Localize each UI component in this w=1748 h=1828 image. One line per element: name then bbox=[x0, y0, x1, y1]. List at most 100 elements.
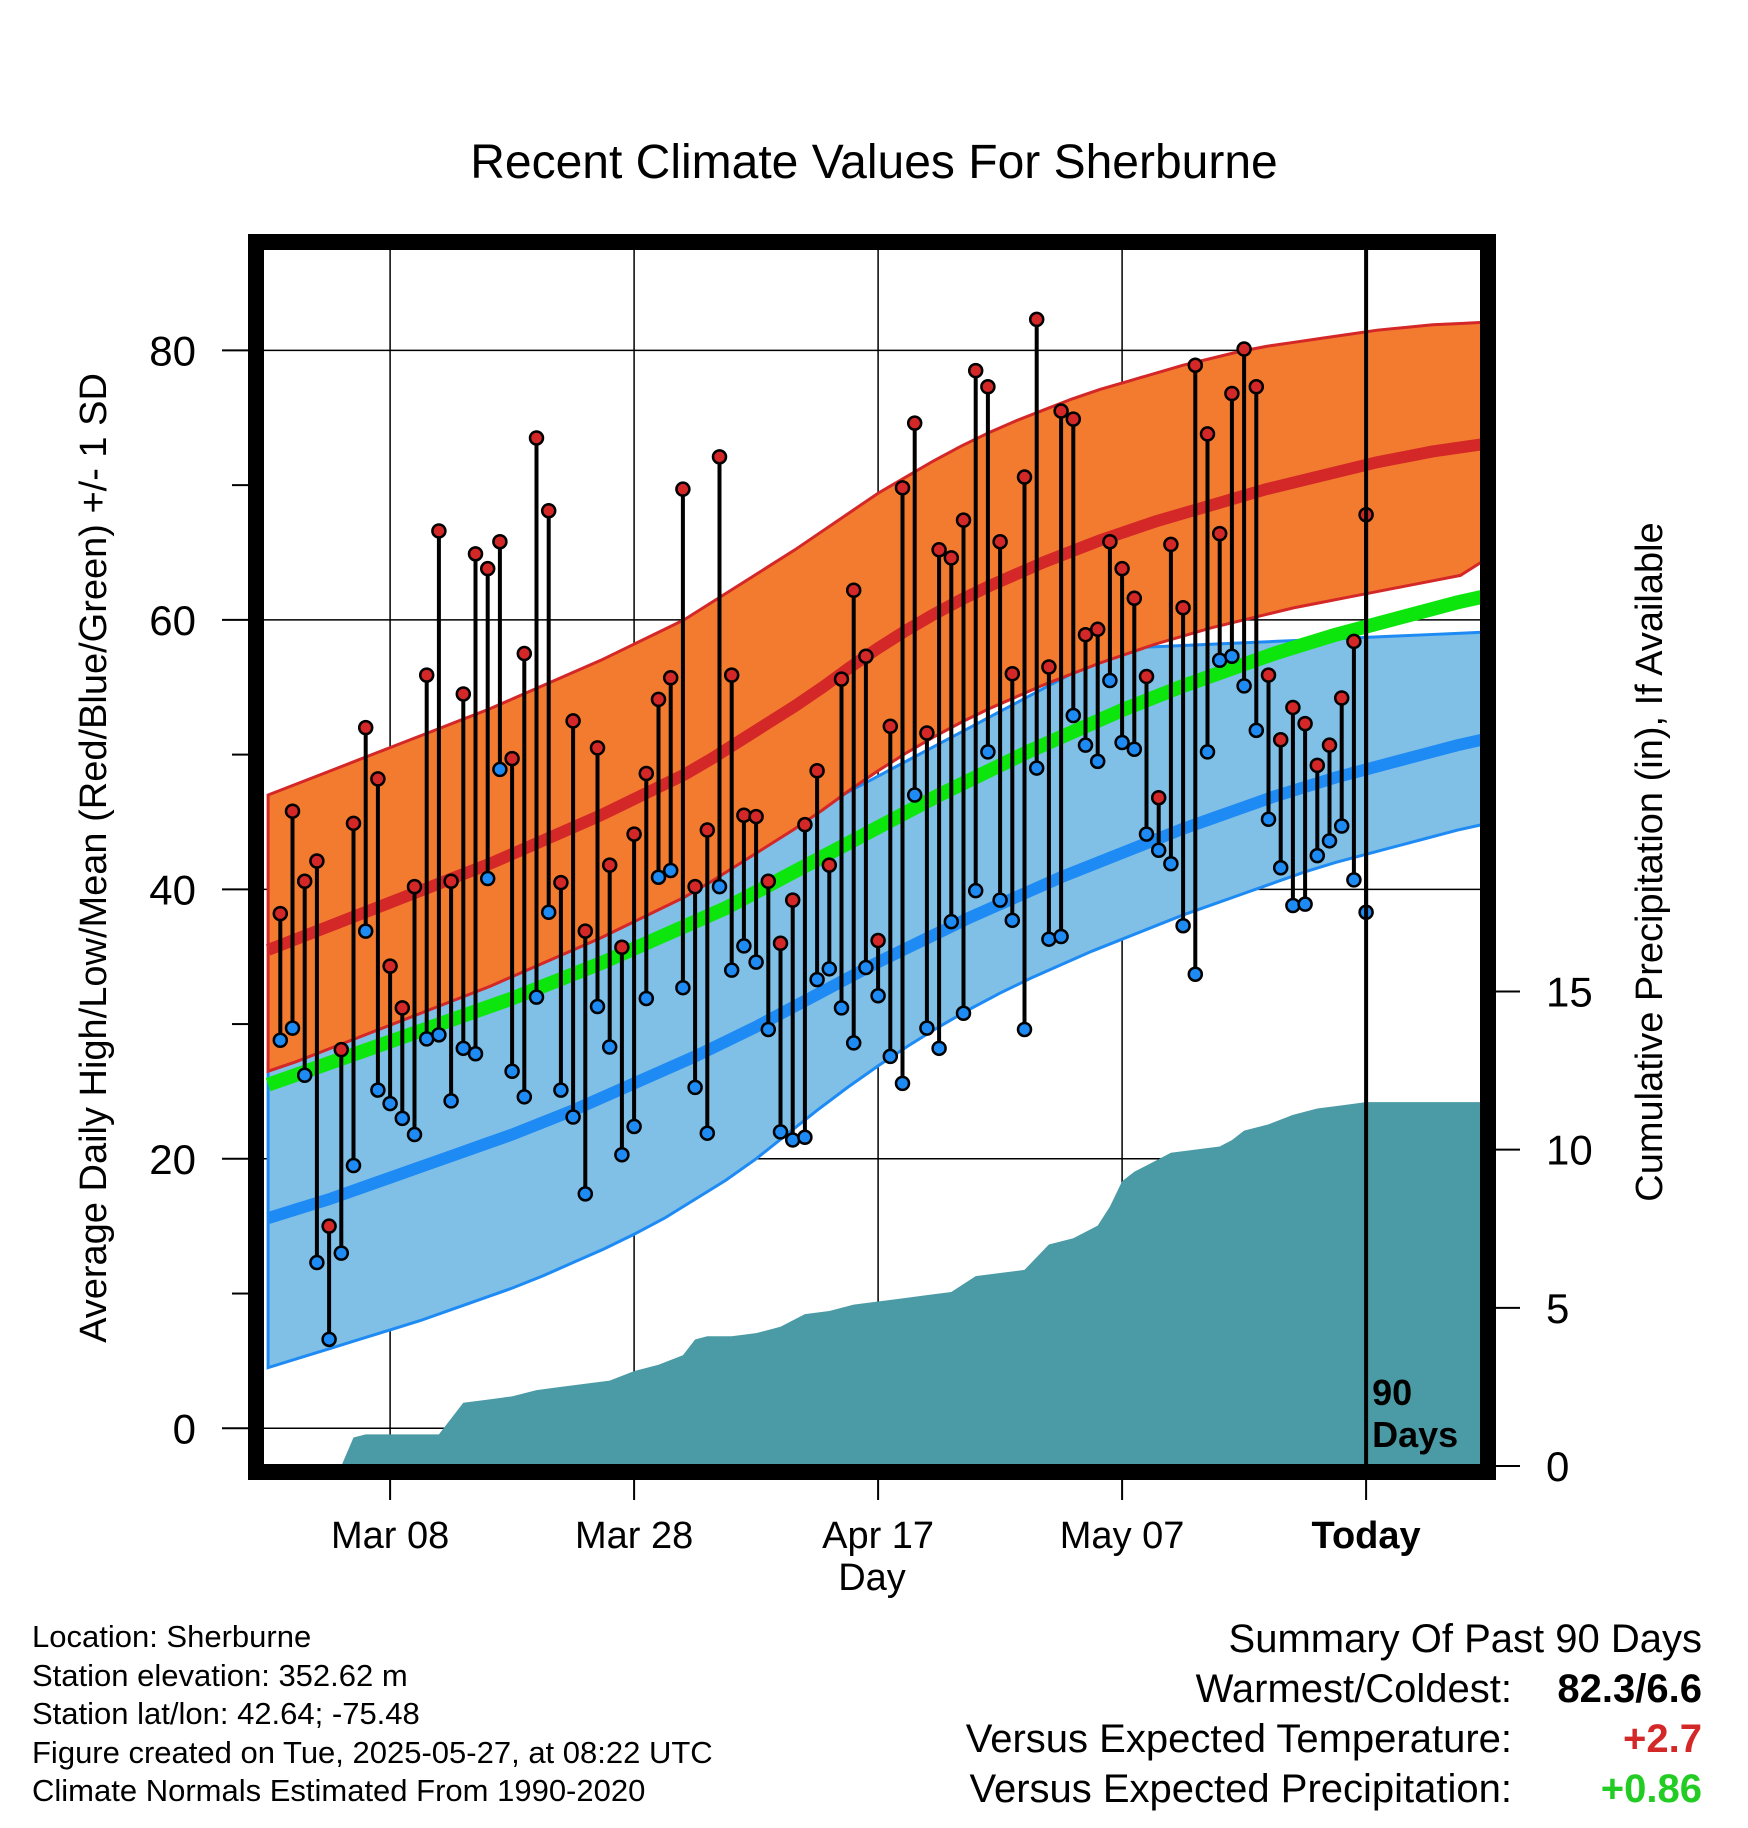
y-axis-label: Average Daily High/Low/Mean (Red/Blue/Gr… bbox=[73, 373, 115, 1343]
daily-low-point bbox=[1321, 833, 1338, 849]
daily-low-point bbox=[467, 1045, 484, 1062]
daily-high-point bbox=[272, 905, 289, 922]
daily-high-point bbox=[784, 892, 801, 908]
x-tick-label: Mar 08 bbox=[331, 1515, 449, 1557]
latlon-text: Station lat/lon: 42.64; -75.48 bbox=[32, 1696, 420, 1731]
daily-low-point bbox=[1248, 722, 1265, 739]
daily-high-point bbox=[333, 1041, 350, 1058]
daily-high-point bbox=[504, 750, 520, 767]
daily-low-point bbox=[1089, 753, 1106, 770]
daily-high-point bbox=[870, 932, 886, 949]
daily-low-point bbox=[1016, 1021, 1033, 1038]
daily-low-point bbox=[1333, 818, 1350, 834]
daily-low-point bbox=[919, 1020, 935, 1036]
daily-high-point bbox=[943, 550, 960, 566]
daily-high-point bbox=[638, 765, 655, 782]
daily-low-point bbox=[1236, 678, 1252, 694]
y-tick-label: 20 bbox=[149, 1136, 196, 1183]
daily-high-point bbox=[394, 1000, 411, 1016]
daily-high-point bbox=[1004, 666, 1021, 682]
daily-high-point bbox=[833, 671, 850, 687]
daily-high-point bbox=[992, 533, 1008, 550]
daily-low-point bbox=[1297, 896, 1313, 912]
daily-low-point bbox=[1053, 928, 1069, 945]
daily-low-point bbox=[736, 938, 752, 954]
daily-high-point bbox=[418, 667, 435, 683]
normals-text: Climate Normals Estimated From 1990-2020 bbox=[32, 1773, 646, 1808]
daily-low-point bbox=[614, 1147, 630, 1163]
y-tick-label: 60 bbox=[149, 597, 196, 644]
created-text: Figure created on Tue, 2025-05-27, at 08… bbox=[32, 1734, 713, 1770]
daily-high-point bbox=[528, 430, 545, 446]
daily-low-point bbox=[1187, 966, 1204, 982]
daily-low-point bbox=[589, 998, 606, 1015]
daily-high-point bbox=[931, 542, 947, 558]
daily-high-point bbox=[711, 449, 728, 465]
daily-low-point bbox=[357, 923, 374, 939]
daily-high-point bbox=[1102, 533, 1118, 550]
daily-high-point bbox=[687, 878, 703, 895]
daily-low-point bbox=[601, 1039, 618, 1055]
y-axis-right: 0 5 10 15 bbox=[1496, 968, 1593, 1490]
daily-low-point bbox=[967, 882, 984, 899]
daily-high-point bbox=[748, 808, 764, 825]
y2-tick-label: 5 bbox=[1546, 1285, 1569, 1332]
daily-high-point bbox=[675, 481, 691, 497]
warmest-label: Warmest/Coldest: bbox=[1195, 1667, 1512, 1711]
daily-low-point bbox=[1028, 760, 1045, 776]
daily-high-point bbox=[345, 815, 362, 832]
daily-high-point bbox=[370, 771, 386, 787]
daily-low-point bbox=[516, 1089, 533, 1105]
daily-low-point bbox=[1126, 741, 1143, 757]
daily-low-point bbox=[296, 1067, 313, 1084]
daily-low-point bbox=[321, 1331, 337, 1348]
daily-low-point bbox=[980, 744, 996, 760]
daily-high-point bbox=[1260, 667, 1277, 683]
daily-high-point bbox=[1272, 732, 1289, 748]
daily-low-point bbox=[784, 1132, 801, 1148]
y-tick-label: 40 bbox=[149, 866, 196, 913]
daily-low-point bbox=[858, 959, 874, 976]
climate-chart: Recent Climate Values For Sherburne 90Da… bbox=[73, 136, 1671, 1599]
daily-low-point bbox=[333, 1245, 350, 1261]
daily-high-point bbox=[1224, 385, 1240, 402]
daily-low-point bbox=[1272, 860, 1289, 876]
daily-low-point bbox=[1309, 847, 1326, 864]
daily-low-point bbox=[553, 1082, 569, 1098]
daily-high-point bbox=[699, 822, 716, 838]
daily-low-point bbox=[540, 904, 557, 920]
daily-low-point bbox=[504, 1063, 520, 1079]
daily-low-point bbox=[370, 1082, 386, 1098]
daily-high-point bbox=[1126, 590, 1143, 607]
precip-area bbox=[268, 1102, 1482, 1466]
daily-low-point bbox=[894, 1075, 911, 1092]
station-info: Location: Sherburne Station elevation: 3… bbox=[32, 1618, 713, 1811]
daily-low-point bbox=[882, 1048, 899, 1065]
daily-high-point bbox=[1041, 659, 1057, 675]
daily-high-point bbox=[296, 873, 313, 890]
daily-low-point bbox=[1150, 842, 1167, 859]
daily-low-point bbox=[479, 870, 496, 887]
daily-high-point bbox=[650, 691, 667, 708]
daily-high-point bbox=[906, 415, 923, 431]
daily-high-point bbox=[357, 719, 374, 736]
daily-low-point bbox=[662, 862, 679, 879]
daily-high-point bbox=[443, 873, 459, 890]
daily-high-point bbox=[797, 816, 813, 833]
daily-high-point bbox=[821, 857, 838, 873]
daily-low-point bbox=[1102, 672, 1118, 689]
high-normal-line bbox=[265, 438, 1482, 956]
x-axis: Mar 08 Mar 28 Apr 17 May 07 Today bbox=[331, 1480, 1421, 1557]
daily-low-point bbox=[675, 979, 691, 996]
daily-low-point bbox=[1004, 912, 1021, 929]
plot-frame bbox=[248, 234, 1496, 1480]
daily-low-point bbox=[528, 989, 545, 1005]
daily-low-point bbox=[687, 1079, 703, 1096]
daily-low-point bbox=[1199, 744, 1216, 760]
daily-low-point bbox=[650, 869, 667, 885]
daily-high-point bbox=[736, 807, 752, 823]
daily-low-point bbox=[931, 1040, 947, 1057]
daily-high-point bbox=[492, 533, 508, 550]
daily-high-point bbox=[1114, 560, 1130, 577]
